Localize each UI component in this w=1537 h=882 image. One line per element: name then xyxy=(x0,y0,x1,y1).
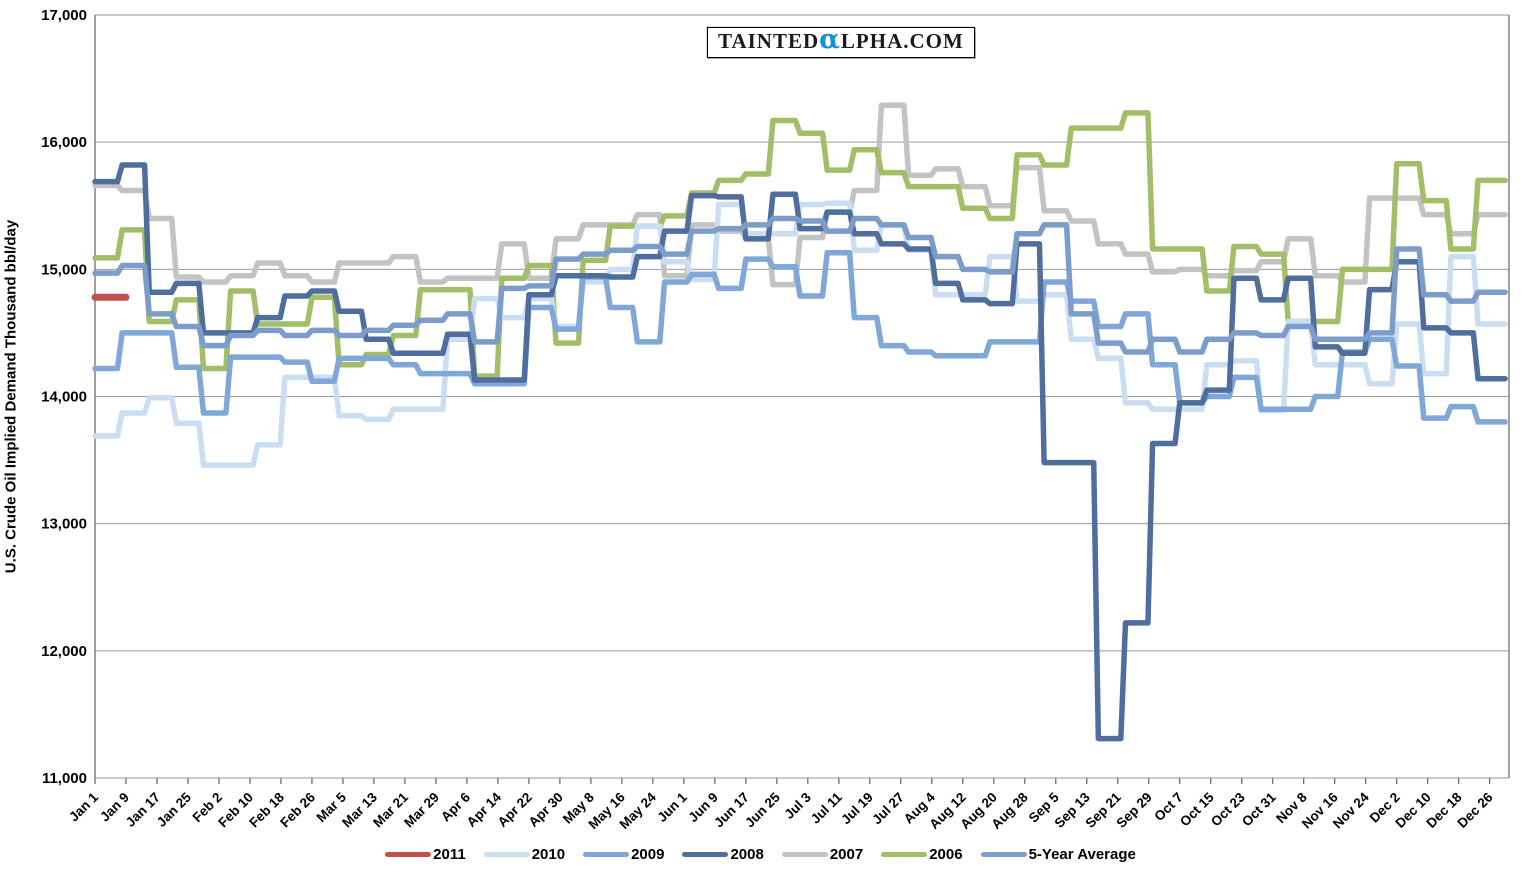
legend-item-2008: 2008 xyxy=(682,846,779,863)
y-tick-label: 15,000 xyxy=(41,261,87,278)
legend-item-2006: 2006 xyxy=(881,846,978,863)
legend-item-2010: 2010 xyxy=(483,846,581,863)
logo-alpha-glyph: α xyxy=(819,24,841,55)
series-line-2008 xyxy=(92,162,1508,742)
legend-swatch xyxy=(682,852,729,857)
legend-swatch xyxy=(583,852,630,857)
series-line-2009 xyxy=(92,250,1508,425)
tainted-alpha-logo: Taintedαlpha.com xyxy=(707,26,975,58)
series-line-5-year-average xyxy=(92,215,1508,355)
legend-swatch xyxy=(980,852,1027,857)
legend-label: 5-Year Average xyxy=(1028,846,1136,863)
y-tick-label: 14,000 xyxy=(41,389,87,406)
y-tick-label: 13,000 xyxy=(41,516,87,533)
y-tick-label: 17,000 xyxy=(41,7,87,24)
x-tick-label: Oct 23 xyxy=(1208,789,1248,829)
legend-label: 2009 xyxy=(631,846,665,863)
logo-text-part2: lpha.com xyxy=(840,29,964,53)
legend-label: 2006 xyxy=(929,846,963,863)
x-tick-label: Feb 26 xyxy=(277,789,318,830)
x-tick-label: Oct 15 xyxy=(1177,789,1217,829)
logo-text: Taintedαlpha.com xyxy=(718,26,964,53)
series-line-2007 xyxy=(92,102,1508,288)
x-tick-label: Jun 1 xyxy=(654,789,690,825)
x-tick-label: Mar 29 xyxy=(401,790,442,831)
x-tick-label: Jul 27 xyxy=(869,790,907,828)
legend-label: 2011 xyxy=(433,846,466,863)
chart-legend: 2011 2010 2009 2008 2007 2006 5-Year Average xyxy=(0,846,1537,863)
x-tick-label: Jul 11 xyxy=(808,789,845,826)
x-tick-label: Jan 1 xyxy=(66,789,101,824)
legend-label: 2010 xyxy=(531,846,566,863)
legend-item-2011: 2011 xyxy=(385,846,482,863)
legend-item-5-year-average: 5-Year Average xyxy=(980,846,1152,863)
legend-swatch xyxy=(483,852,530,857)
y-axis-title: U.S. Crude Oil Implied Demand Thousand b… xyxy=(2,219,20,574)
y-tick-label: 11,000 xyxy=(42,770,87,787)
y-tick-label: 12,000 xyxy=(41,643,87,660)
x-tick-label: Jan 25 xyxy=(154,789,195,830)
x-tick-label: Apr 30 xyxy=(526,790,566,830)
x-tick-label: Oct 31 xyxy=(1239,789,1279,829)
x-tick-label: Sep 29 xyxy=(1113,790,1154,831)
legend-item-2007: 2007 xyxy=(781,846,879,863)
y-tick-label: 16,000 xyxy=(41,134,87,151)
legend-item-2009: 2009 xyxy=(583,846,680,863)
x-tick-label: Nov 24 xyxy=(1330,789,1372,831)
legend-swatch xyxy=(881,852,928,857)
legend-swatch xyxy=(385,852,432,857)
logo-text-part1: Tainted xyxy=(718,29,820,53)
x-tick-label: Jul 19 xyxy=(838,790,876,828)
x-tick-label: Jun 25 xyxy=(742,789,783,830)
legend-swatch xyxy=(781,852,828,857)
series-line-2006 xyxy=(92,110,1508,379)
legend-label: 2007 xyxy=(829,846,864,863)
x-tick-label: Dec 26 xyxy=(1454,789,1496,831)
legend-label: 2008 xyxy=(730,846,764,863)
